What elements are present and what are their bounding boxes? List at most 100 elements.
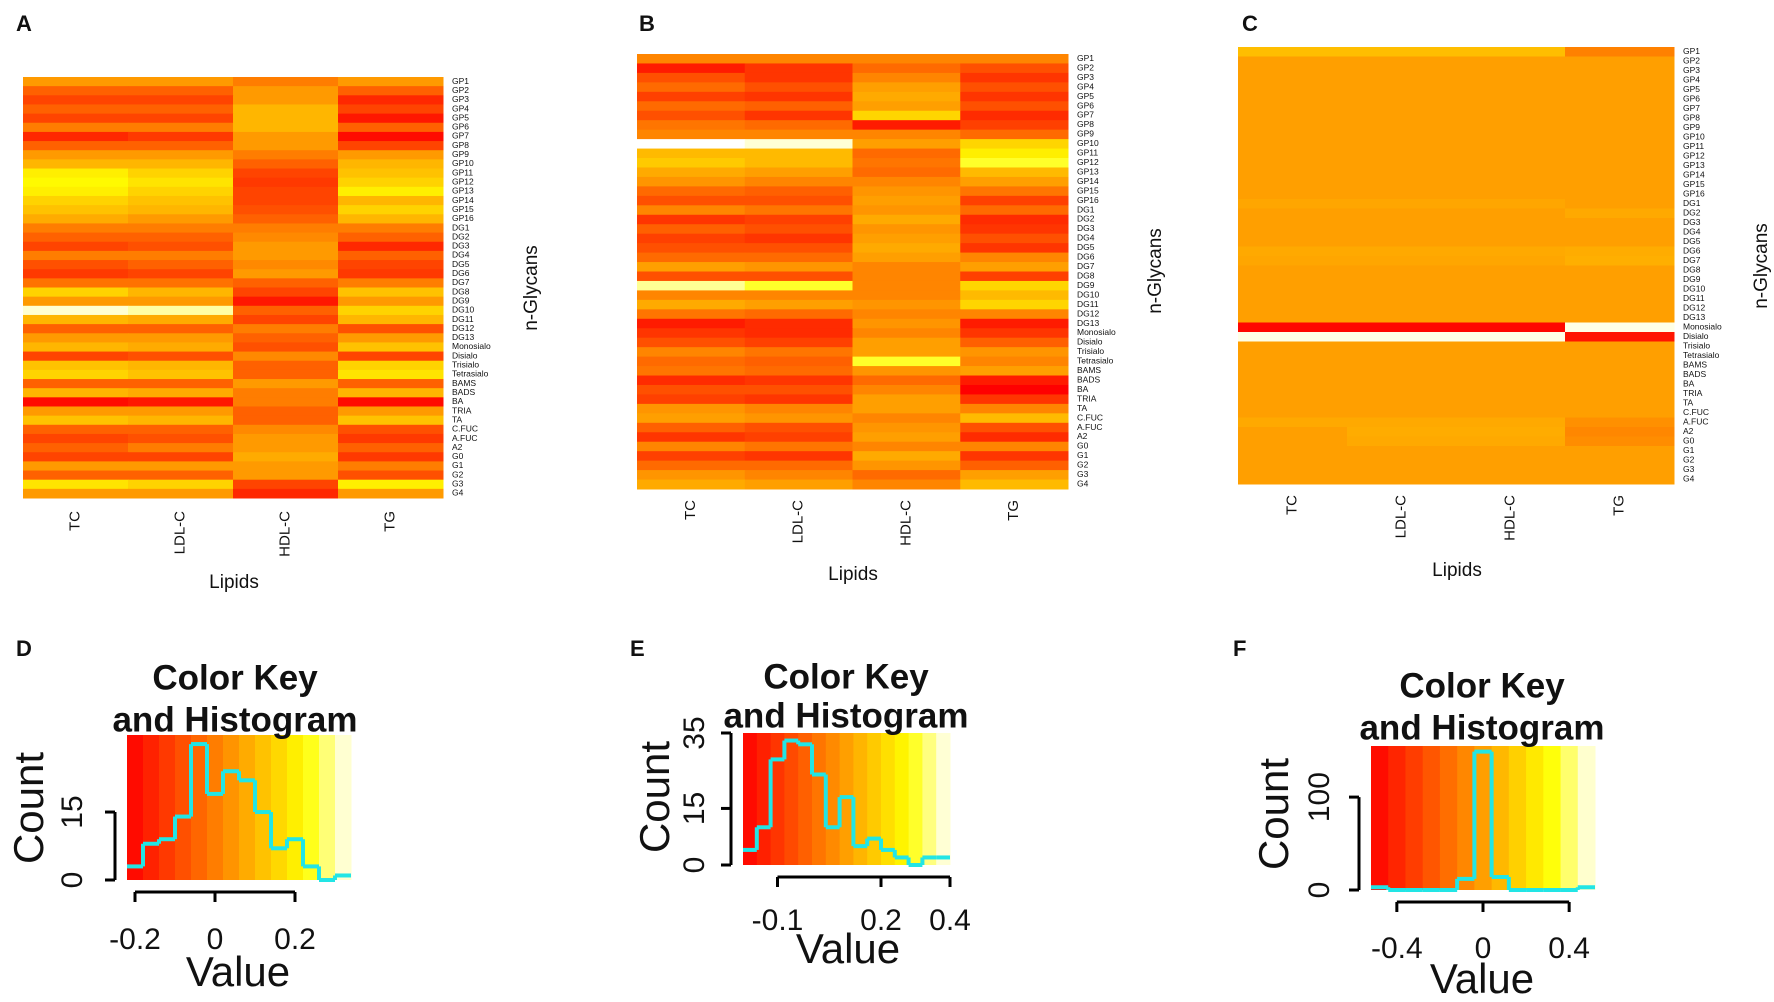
heatmap-cell bbox=[1238, 275, 1348, 285]
heatmap-cell bbox=[233, 369, 339, 380]
heatmap-cell bbox=[1238, 132, 1348, 143]
heatmap-cell bbox=[338, 470, 444, 481]
heatmap-cell bbox=[1347, 389, 1457, 399]
heatmap-cell bbox=[23, 461, 129, 472]
heatmap-cell bbox=[128, 452, 234, 462]
heatmap-cell bbox=[852, 347, 961, 358]
heatmap-cell bbox=[637, 280, 746, 291]
heatmap-cell bbox=[637, 318, 746, 329]
row-label: GP13 bbox=[1683, 160, 1705, 170]
color-key-band bbox=[255, 735, 272, 880]
row-label: GP6 bbox=[1077, 100, 1094, 110]
heatmap-cell bbox=[852, 441, 961, 452]
heatmap-cell bbox=[1565, 237, 1675, 247]
heatmap-cell bbox=[637, 337, 746, 348]
heatmap-cell bbox=[1238, 104, 1348, 114]
row-label: DG9 bbox=[1683, 274, 1701, 284]
heatmap-cell bbox=[338, 479, 444, 490]
color-key-band bbox=[1526, 746, 1544, 890]
heatmap-cell bbox=[128, 241, 234, 252]
heatmap-cell bbox=[1456, 408, 1566, 418]
heatmap-cell bbox=[637, 63, 746, 74]
color-key-band bbox=[1405, 746, 1424, 890]
heatmap-cell bbox=[233, 214, 339, 224]
heatmap-cell bbox=[233, 260, 339, 270]
heatmap-cell bbox=[23, 214, 129, 224]
row-label: GP14 bbox=[452, 195, 474, 205]
heatmap-cell bbox=[128, 232, 234, 243]
heatmap-cell bbox=[1565, 123, 1675, 133]
heatmap-cell bbox=[1347, 237, 1457, 247]
row-label: GP1 bbox=[1683, 46, 1700, 56]
heatmap-cell bbox=[1565, 66, 1675, 76]
heatmap-cell bbox=[1456, 56, 1566, 67]
row-label: GP16 bbox=[452, 213, 474, 223]
heatmap-cell bbox=[233, 351, 339, 362]
color-key-band bbox=[239, 735, 256, 880]
heatmap-cell bbox=[744, 243, 853, 254]
heatmap-cell bbox=[1456, 294, 1566, 304]
heatmap-cell bbox=[744, 366, 853, 377]
heatmap-cell bbox=[1565, 161, 1675, 171]
heatmap-cell bbox=[1238, 427, 1348, 437]
heatmap-cell bbox=[744, 337, 853, 348]
row-label: TRIA bbox=[1077, 393, 1097, 403]
heatmap-cell bbox=[744, 432, 853, 443]
heatmap-cell bbox=[744, 394, 853, 405]
heatmap-cell bbox=[960, 139, 1069, 150]
heatmap-cell bbox=[852, 120, 961, 131]
heatmap-cell bbox=[233, 379, 339, 389]
row-label: Tetrasialo bbox=[1683, 350, 1720, 360]
color-key-band bbox=[335, 735, 352, 880]
row-label: DG4 bbox=[452, 250, 470, 260]
heatmap-cell bbox=[128, 415, 234, 426]
x-tick-label: -0.1 bbox=[752, 904, 804, 937]
heatmap-cell bbox=[1456, 341, 1566, 352]
heatmap-cell bbox=[233, 388, 339, 398]
heatmap-cell bbox=[1238, 47, 1348, 57]
heatmap-cell bbox=[233, 461, 339, 472]
heatmap-cell bbox=[852, 309, 961, 320]
heatmap-cell bbox=[744, 252, 853, 263]
row-label: DG7 bbox=[1683, 255, 1701, 265]
row-label: DG12 bbox=[452, 323, 474, 333]
heatmap-cell bbox=[1347, 379, 1457, 390]
row-label: DG11 bbox=[1077, 299, 1099, 309]
heatmap-cell bbox=[23, 388, 129, 398]
heatmap-cell bbox=[23, 351, 129, 362]
heatmap-cell bbox=[852, 54, 961, 64]
heatmap-cell bbox=[1347, 332, 1457, 342]
key-title: Color Key bbox=[1399, 666, 1565, 705]
row-label: DG3 bbox=[1077, 223, 1095, 233]
heatmap-cell bbox=[128, 223, 234, 234]
row-label: GP13 bbox=[452, 186, 474, 196]
row-label: DG3 bbox=[452, 241, 470, 251]
heatmap-cell bbox=[960, 91, 1069, 102]
row-label: G1 bbox=[452, 460, 464, 470]
heatmap-cell bbox=[338, 287, 444, 298]
heatmap-cell bbox=[1347, 94, 1457, 105]
heatmap-cell bbox=[960, 337, 1069, 348]
heatmap-cell bbox=[1456, 94, 1566, 105]
heatmap-cell bbox=[1347, 360, 1457, 371]
heatmap-cell bbox=[744, 129, 853, 140]
heatmap-cell bbox=[960, 384, 1069, 395]
heatmap-cell bbox=[1565, 189, 1675, 200]
heatmap-cell bbox=[852, 271, 961, 282]
heatmap-cell bbox=[128, 488, 234, 499]
heatmap-cell bbox=[1347, 227, 1457, 238]
heatmap-cell bbox=[338, 488, 444, 499]
y-tick-label: 0 bbox=[678, 857, 711, 874]
heatmap-cell bbox=[637, 413, 746, 424]
heatmap-cell bbox=[23, 177, 129, 188]
heatmap-cell bbox=[744, 120, 853, 131]
heatmap-cell bbox=[1347, 313, 1457, 323]
heatmap-cell bbox=[233, 415, 339, 426]
heatmap-cell bbox=[1456, 351, 1566, 361]
heatmap-cell bbox=[233, 314, 339, 325]
heatmap-cell bbox=[23, 131, 129, 142]
heatmap-cell bbox=[637, 158, 746, 168]
heatmap-cell bbox=[960, 129, 1069, 140]
heatmap-cell bbox=[960, 271, 1069, 282]
heatmap-cell bbox=[1565, 322, 1675, 333]
